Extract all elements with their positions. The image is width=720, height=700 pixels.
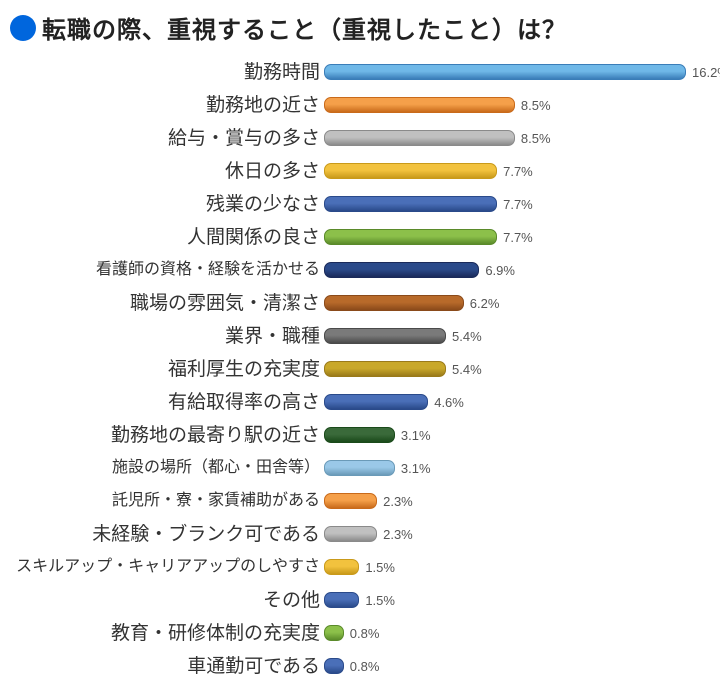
row-value: 6.9% — [485, 263, 515, 278]
bar — [324, 97, 515, 113]
chart-row: 勤務地の近さ 8.5% — [10, 90, 710, 120]
row-value: 16.2% — [692, 65, 720, 80]
row-value: 7.7% — [503, 197, 533, 212]
bar-area: 8.5% — [324, 97, 710, 113]
chart-row: 有給取得率の高さ 4.6% — [10, 387, 710, 417]
row-label: その他 — [10, 591, 324, 610]
chart-row: 勤務時間16.2% — [10, 57, 710, 87]
row-label: 勤務時間 — [10, 63, 324, 82]
row-value: 7.7% — [503, 230, 533, 245]
bar-area: 6.9% — [324, 262, 710, 278]
row-value: 2.3% — [383, 527, 413, 542]
bar-area: 1.5% — [324, 559, 710, 575]
bar — [324, 64, 686, 80]
row-label: 勤務地の近さ — [10, 96, 324, 115]
bar — [324, 328, 446, 344]
bar — [324, 625, 344, 641]
chart-row: スキルアップ・キャリアアップのしやすさ 1.5% — [10, 552, 710, 582]
row-value: 3.1% — [401, 461, 431, 476]
bar — [324, 361, 446, 377]
title-bullet-icon — [10, 15, 36, 41]
row-value: 7.7% — [503, 164, 533, 179]
bar-area: 6.2% — [324, 295, 710, 311]
chart-title: 転職の際、重視すること（重視したこと）は？ — [42, 10, 567, 45]
bar — [324, 295, 464, 311]
bar-area: 7.7% — [324, 163, 710, 179]
row-label: 職場の雰囲気・清潔さ — [10, 294, 324, 313]
bar — [324, 559, 359, 575]
row-label: 施設の場所（都心・田舎等） — [10, 460, 324, 476]
bar-area: 5.4% — [324, 361, 710, 377]
row-label: 教育・研修体制の充実度 — [10, 624, 324, 643]
row-label: 休日の多さ — [10, 162, 324, 181]
row-label: スキルアップ・キャリアアップのしやすさ — [10, 559, 324, 575]
bar — [324, 460, 395, 476]
row-value: 6.2% — [470, 296, 500, 311]
bar — [324, 229, 497, 245]
bar — [324, 196, 497, 212]
chart-row: 残業の少なさ 7.7% — [10, 189, 710, 219]
bar-area: 2.3% — [324, 493, 710, 509]
bar-area: 3.1% — [324, 427, 710, 443]
bar-area: 0.8% — [324, 658, 710, 674]
row-label: 車通勤可である — [10, 657, 324, 676]
bar-area: 2.3% — [324, 526, 710, 542]
chart-row: 未経験・ブランク可である 2.3% — [10, 519, 710, 549]
row-label: 有給取得率の高さ — [10, 393, 324, 412]
chart-row: 施設の場所（都心・田舎等） 3.1% — [10, 453, 710, 483]
row-label: 勤務地の最寄り駅の近さ — [10, 426, 324, 445]
chart-row: 勤務地の最寄り駅の近さ 3.1% — [10, 420, 710, 450]
chart-title-row: 転職の際、重視すること（重視したこと）は？ — [10, 10, 710, 45]
row-label: 残業の少なさ — [10, 195, 324, 214]
bar-area: 7.7% — [324, 196, 710, 212]
bar — [324, 163, 497, 179]
bar-area: 7.7% — [324, 229, 710, 245]
bar-area: 3.1% — [324, 460, 710, 476]
row-value: 3.1% — [401, 428, 431, 443]
row-value: 5.4% — [452, 329, 482, 344]
bar — [324, 394, 428, 410]
chart-row: 職場の雰囲気・清潔さ 6.2% — [10, 288, 710, 318]
row-value: 4.6% — [434, 395, 464, 410]
chart-row: その他 1.5% — [10, 585, 710, 615]
row-label: 業界・職種 — [10, 327, 324, 346]
bar — [324, 427, 395, 443]
bar-area: 4.6% — [324, 394, 710, 410]
bar-area: 1.5% — [324, 592, 710, 608]
row-value: 0.8% — [350, 626, 380, 641]
bar — [324, 658, 344, 674]
chart-row: 車通勤可である 0.8% — [10, 651, 710, 681]
row-value: 5.4% — [452, 362, 482, 377]
bar — [324, 130, 515, 146]
row-value: 1.5% — [365, 593, 395, 608]
chart-row: 福利厚生の充実度 5.4% — [10, 354, 710, 384]
bar-area: 8.5% — [324, 130, 710, 146]
row-label: 福利厚生の充実度 — [10, 360, 324, 379]
chart-row: 教育・研修体制の充実度 0.8% — [10, 618, 710, 648]
chart-row: 給与・賞与の多さ 8.5% — [10, 123, 710, 153]
row-value: 0.8% — [350, 659, 380, 674]
row-value: 1.5% — [365, 560, 395, 575]
bar — [324, 592, 359, 608]
chart-row: 看護師の資格・経験を活かせる 6.9% — [10, 255, 710, 285]
row-label: 人間関係の良さ — [10, 228, 324, 247]
bar — [324, 526, 377, 542]
bar-area: 0.8% — [324, 625, 710, 641]
row-label: 看護師の資格・経験を活かせる — [10, 262, 324, 278]
row-value: 8.5% — [521, 131, 551, 146]
chart-row: 人間関係の良さ 7.7% — [10, 222, 710, 252]
bar-chart: 勤務時間16.2% 勤務地の近さ 8.5% 給与・賞与の多さ 8.5% 休日の多さ 7.7%… — [10, 57, 710, 684]
row-label: 給与・賞与の多さ — [10, 129, 324, 148]
bar-area: 5.4% — [324, 328, 710, 344]
chart-row: 託児所・寮・家賃補助がある 2.3% — [10, 486, 710, 516]
chart-row: 休日の多さ 7.7% — [10, 156, 710, 186]
row-value: 8.5% — [521, 98, 551, 113]
row-value: 2.3% — [383, 494, 413, 509]
bar — [324, 262, 479, 278]
bar-area: 16.2% — [324, 64, 720, 80]
chart-row: 業界・職種 5.4% — [10, 321, 710, 351]
bar — [324, 493, 377, 509]
row-label: 託児所・寮・家賃補助がある — [10, 493, 324, 509]
row-label: 未経験・ブランク可である — [10, 525, 324, 544]
